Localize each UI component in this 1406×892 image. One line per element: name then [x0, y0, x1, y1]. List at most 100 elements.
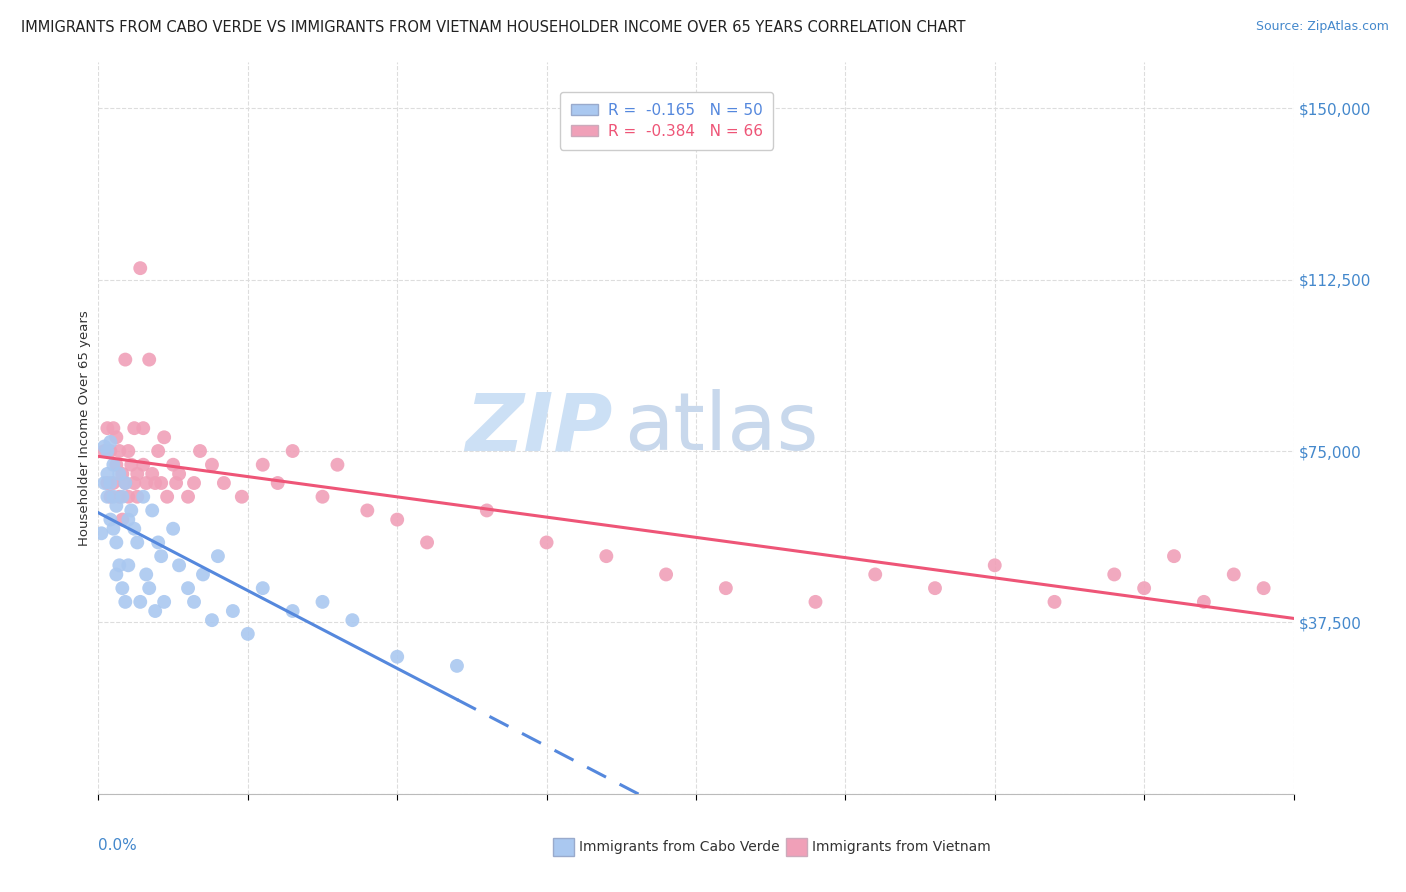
Point: [98, 434, 122, 449]
Point: [162, 522, 184, 536]
Point: [281, 604, 304, 618]
Point: [1163, 549, 1185, 564]
Point: [103, 522, 125, 536]
Point: [108, 558, 131, 573]
Point: [103, 458, 125, 472]
Point: [267, 475, 290, 490]
Point: [127, 490, 149, 504]
Point: [114, 595, 136, 609]
Text: IMMIGRANTS FROM CABO VERDE VS IMMIGRANTS FROM VIETNAM HOUSEHOLDER INCOME OVER 65: IMMIGRANTS FROM CABO VERDE VS IMMIGRANTS…: [21, 20, 966, 35]
Point: [252, 458, 274, 472]
Point: [141, 503, 163, 517]
Point: [93, 439, 115, 453]
Point: [148, 535, 170, 549]
Point: [595, 549, 617, 564]
Point: [103, 421, 125, 435]
FancyBboxPatch shape: [786, 838, 807, 856]
Point: [124, 522, 146, 536]
Point: [124, 475, 146, 490]
Point: [129, 261, 152, 276]
Point: [111, 490, 134, 504]
Point: [252, 581, 274, 595]
Point: [103, 490, 125, 504]
Point: [1133, 581, 1156, 595]
Point: [177, 490, 200, 504]
Point: [96, 475, 118, 490]
Point: [153, 430, 176, 444]
Point: [98, 444, 122, 458]
Point: [114, 475, 136, 490]
Point: [143, 475, 166, 490]
Point: [132, 458, 155, 472]
Point: [105, 430, 128, 444]
Text: Immigrants from Vietnam: Immigrants from Vietnam: [811, 840, 991, 855]
Text: Immigrants from Cabo Verde: Immigrants from Cabo Verde: [579, 840, 779, 855]
Text: atlas: atlas: [624, 389, 818, 467]
Point: [655, 567, 678, 582]
Point: [1043, 595, 1066, 609]
Point: [114, 475, 136, 490]
Point: [231, 490, 253, 504]
Point: [98, 475, 122, 490]
Point: [124, 421, 146, 435]
Point: [120, 458, 142, 472]
Point: [135, 567, 157, 582]
Point: [207, 549, 229, 564]
Point: [1223, 567, 1246, 582]
Point: [536, 535, 558, 549]
Point: [385, 649, 409, 664]
Point: [416, 535, 439, 549]
Point: [326, 458, 349, 472]
Point: [93, 444, 115, 458]
Point: [132, 490, 155, 504]
Point: [924, 581, 946, 595]
Point: [111, 512, 134, 526]
Point: [191, 567, 214, 582]
Point: [167, 558, 190, 573]
Point: [117, 444, 139, 458]
Point: [129, 595, 152, 609]
Point: [108, 490, 131, 504]
Point: [135, 475, 157, 490]
Point: [385, 512, 409, 526]
Point: [150, 549, 173, 564]
Point: [156, 490, 179, 504]
Point: [120, 503, 142, 517]
Point: [281, 444, 304, 458]
Point: [98, 490, 122, 504]
Point: [1253, 581, 1275, 595]
Point: [108, 444, 131, 458]
Point: [183, 475, 205, 490]
Point: [93, 475, 115, 490]
Point: [984, 558, 1007, 573]
Point: [167, 467, 190, 481]
Point: [177, 581, 200, 595]
Point: [150, 475, 173, 490]
Point: [105, 458, 128, 472]
Point: [138, 352, 160, 367]
Point: [114, 352, 136, 367]
Point: [111, 467, 134, 481]
Point: [105, 567, 128, 582]
Point: [311, 595, 333, 609]
Point: [188, 444, 211, 458]
Point: [105, 535, 128, 549]
Point: [138, 581, 160, 595]
Point: [108, 467, 131, 481]
Point: [162, 458, 184, 472]
Point: [117, 490, 139, 504]
Point: [212, 475, 235, 490]
Point: [127, 535, 149, 549]
Point: [96, 467, 118, 481]
Point: [148, 444, 170, 458]
Point: [127, 467, 149, 481]
Text: ZIP: ZIP: [465, 389, 613, 467]
Point: [103, 475, 125, 490]
Point: [236, 627, 259, 641]
Point: [865, 567, 887, 582]
Point: [475, 503, 498, 517]
Point: [96, 444, 118, 458]
Point: [342, 613, 364, 627]
Point: [117, 558, 139, 573]
Point: [96, 421, 118, 435]
